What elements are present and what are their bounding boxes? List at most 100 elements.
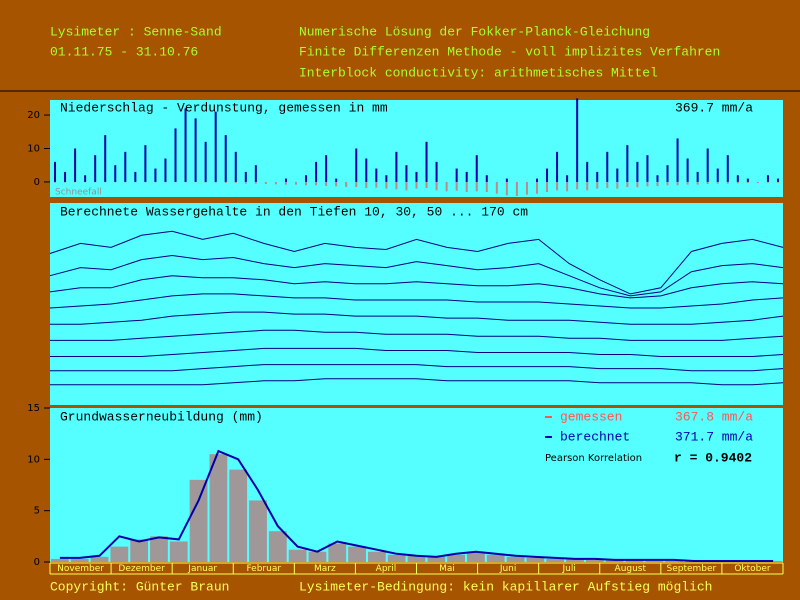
- header-text: Numerische Lösung der Fokker-Planck-Glei…: [299, 24, 650, 39]
- bar: [435, 181, 438, 191]
- bar: [54, 161, 57, 182]
- bar: [234, 151, 237, 182]
- bar: [164, 158, 167, 182]
- bar: [144, 145, 147, 182]
- bar: [169, 541, 188, 562]
- bar: [546, 181, 549, 192]
- bar: [288, 549, 307, 562]
- panel: [50, 203, 783, 405]
- bar: [686, 158, 689, 182]
- bar: [284, 178, 287, 182]
- bar: [348, 546, 366, 562]
- bar: [305, 175, 308, 182]
- bar: [736, 175, 739, 182]
- bar: [94, 155, 97, 182]
- bar: [254, 165, 257, 182]
- bar: [636, 161, 639, 182]
- bar: [234, 181, 237, 183]
- bar: [335, 181, 338, 187]
- bar: [455, 168, 458, 182]
- line: [50, 347, 784, 357]
- bar: [427, 556, 446, 562]
- bar: [766, 175, 769, 182]
- y-tick-label: 10: [27, 454, 40, 465]
- bar: [596, 181, 599, 189]
- bar: [706, 148, 709, 182]
- bar: [325, 155, 328, 182]
- bar: [646, 181, 649, 187]
- bar: [586, 181, 589, 191]
- line: [50, 329, 784, 341]
- bar: [726, 155, 729, 182]
- bar: [209, 454, 228, 562]
- chart-title: Grundwasserneubildung (mm): [60, 409, 263, 424]
- bar: [268, 531, 287, 562]
- annotation: r = 0.9402: [674, 450, 752, 465]
- legend-total: 367.8 mm/a: [675, 409, 753, 424]
- bar: [375, 181, 378, 188]
- bar: [596, 171, 599, 182]
- bar: [407, 555, 426, 562]
- bar: [746, 181, 749, 183]
- bar: [189, 479, 208, 562]
- x-tick-label: Dezember: [118, 564, 165, 574]
- bar: [766, 181, 769, 183]
- bar: [716, 181, 719, 184]
- bar: [229, 469, 248, 562]
- bar: [616, 181, 619, 189]
- bar: [756, 181, 759, 183]
- bar: [566, 181, 569, 192]
- bar: [726, 181, 729, 184]
- bar: [645, 560, 664, 562]
- bar: [295, 181, 298, 185]
- bar: [556, 181, 559, 191]
- bar: [54, 181, 57, 183]
- bar: [425, 141, 428, 182]
- bar: [405, 181, 408, 191]
- bar: [486, 554, 505, 562]
- header-text: Finite Differenzen Methode - voll impliz…: [299, 44, 720, 59]
- bar: [676, 138, 679, 182]
- bar: [636, 181, 639, 188]
- bar: [656, 175, 659, 182]
- x-tick-label: Januar: [187, 564, 217, 574]
- bar: [254, 181, 257, 184]
- annotation: Schneefall: [55, 188, 102, 198]
- line: [50, 311, 784, 325]
- bar: [625, 559, 644, 562]
- header-text: Interblock conductivity: arithmetisches …: [299, 65, 658, 80]
- bar: [214, 111, 217, 182]
- bar: [696, 171, 699, 182]
- bar: [626, 181, 629, 187]
- bar: [485, 181, 488, 192]
- bar: [535, 181, 538, 194]
- bar: [706, 181, 709, 184]
- line: [49, 230, 784, 295]
- x-tick-label: Juni: [499, 564, 517, 574]
- y-tick-label: 20: [27, 110, 40, 121]
- line: [50, 378, 784, 386]
- bar: [365, 181, 368, 188]
- x-tick-label: September: [667, 564, 717, 574]
- bar: [150, 536, 168, 562]
- bar: [776, 178, 779, 182]
- bar: [130, 539, 149, 562]
- bar: [315, 181, 318, 186]
- bar: [264, 181, 267, 184]
- x-tick-label: Juli: [562, 564, 576, 574]
- bar: [566, 175, 569, 182]
- bar: [224, 135, 227, 182]
- bar: [335, 178, 338, 182]
- bar: [435, 161, 438, 182]
- bar: [505, 181, 508, 196]
- bar: [736, 181, 739, 184]
- bar: [104, 135, 107, 182]
- bar: [184, 108, 187, 182]
- bar: [64, 171, 67, 182]
- bar: [244, 171, 247, 182]
- header-text: 01.11.75 - 31.10.76: [50, 44, 198, 59]
- bar: [308, 551, 327, 562]
- bar: [395, 181, 398, 190]
- annotation: Pearson Korrelation: [545, 453, 642, 464]
